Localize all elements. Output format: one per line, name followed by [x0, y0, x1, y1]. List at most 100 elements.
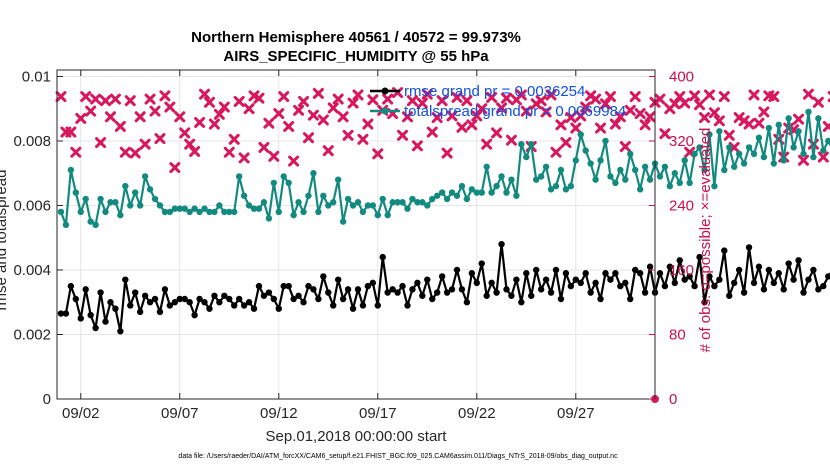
rmse-point [87, 311, 94, 319]
totalspread-point [622, 176, 629, 183]
rmse-point [260, 292, 268, 299]
obs-evaluated-marker [174, 111, 186, 123]
obs-evaluated-center [108, 114, 113, 119]
totalspread-point [592, 176, 599, 183]
totalspread-point [161, 208, 169, 216]
rmse-point [389, 286, 396, 293]
totalspread-point [686, 179, 693, 187]
totalspread-point [181, 205, 188, 212]
rmse-point [795, 257, 802, 264]
rmse-point [349, 305, 357, 312]
obs-evaluated-marker [337, 111, 349, 123]
obs-evaluated-center [628, 108, 633, 113]
rmse-point [359, 302, 367, 309]
obs-evaluated-center [326, 148, 331, 153]
rmse-point [280, 282, 287, 290]
obs-evaluated-center [390, 111, 395, 116]
obs-evaluated-center [484, 141, 489, 147]
rmse-point [785, 260, 792, 267]
obs-evaluated-marker [258, 141, 270, 153]
obs-evaluated-center [331, 105, 336, 111]
rmse-point [750, 279, 758, 287]
obs-evaluated-center [563, 140, 569, 145]
totalspread-point [795, 128, 802, 135]
obs-evaluated-center [618, 114, 623, 119]
totalspread-point [226, 208, 233, 216]
rmse-point [320, 273, 327, 280]
obs-evaluated-center [538, 98, 544, 103]
totalspread-point [706, 131, 713, 138]
obs-evaluated-marker [312, 87, 324, 99]
obs-evaluated-center [474, 113, 479, 119]
rmse-point [250, 305, 258, 312]
obs-evaluated-center [296, 108, 301, 113]
rmse-point [552, 266, 560, 274]
rmse-point [577, 279, 584, 287]
totalspread-point [369, 202, 377, 209]
obs-evaluated-center [632, 94, 638, 99]
chart-subtitle: AIRS_SPECIFIC_HUMIDITY @ 55 hPa [223, 48, 489, 65]
obs-evaluated-center [197, 120, 202, 125]
obs-evaluated-center [826, 124, 830, 129]
totalspread-point [696, 144, 703, 151]
totalspread-point [389, 199, 396, 206]
obs-evaluated-marker [748, 89, 760, 101]
obs-evaluated-center [370, 97, 376, 103]
totalspread-point [790, 144, 797, 151]
obs-evaluated-marker [451, 91, 463, 103]
obs-evaluated-marker [486, 91, 498, 103]
obs-evaluated-marker [228, 133, 240, 145]
rmse-point [448, 286, 456, 293]
totalspread-point [364, 202, 372, 209]
rmse-point [374, 302, 381, 309]
obs-evaluated-center [578, 113, 583, 119]
obs-evaluated-center [355, 92, 361, 98]
totalspread-point [448, 189, 456, 196]
obs-evaluated-center [598, 125, 603, 131]
obs-evaluated-marker [520, 105, 532, 117]
rmse-point [315, 295, 322, 303]
obs-evaluated-marker [95, 137, 107, 149]
x-axis-label: Sep.01,2018 00:00:00 start [266, 428, 448, 445]
rmse-point [656, 270, 664, 277]
obs-evaluated-center [697, 102, 702, 107]
obs-evaluated-center [187, 141, 192, 147]
obs-evaluated-marker [119, 146, 131, 158]
obs-evaluated-marker [817, 151, 829, 163]
obs-evaluated-center [162, 93, 168, 99]
obs-evaluated-center [217, 112, 222, 117]
rmse-point [755, 263, 763, 270]
rmse-point [364, 282, 372, 290]
rmse-point [706, 273, 713, 280]
rmse-point [483, 292, 490, 299]
chart-title: Northern Hemisphere 40561 / 40572 = 99.9… [191, 29, 521, 46]
obs-evaluated-center [365, 121, 371, 127]
totalspread-point [433, 192, 441, 199]
obs-evaluated-center [430, 129, 435, 135]
totalspread-point [196, 208, 203, 216]
totalspread-point [671, 170, 679, 177]
obs-evaluated-marker [515, 89, 527, 101]
obs-evaluated-marker [822, 120, 830, 132]
totalspread-point [92, 221, 99, 229]
rmse-point [394, 289, 401, 296]
obs-evaluated-marker [659, 128, 671, 140]
obs-evaluated-marker [580, 101, 592, 113]
totalspread-point [77, 208, 84, 216]
totalspread-point [394, 199, 401, 206]
totalspread-point [735, 150, 743, 158]
obs-evaluated-center [227, 150, 232, 155]
obs-evaluated-marker [129, 147, 141, 159]
y-right-tick-label: 400 [669, 68, 694, 85]
obs-evaluated-marker [124, 95, 136, 107]
rmse-point [117, 328, 124, 335]
obs-evaluated-center [816, 100, 821, 105]
obs-evaluated-marker [263, 117, 275, 129]
totalspread-point [122, 182, 129, 190]
totalspread-point [755, 134, 763, 141]
rmse-point [112, 305, 119, 312]
rmse-point [62, 310, 70, 317]
totalspread-point [320, 192, 327, 199]
obs-evaluated-center [266, 121, 272, 126]
totalspread-point [815, 115, 822, 122]
